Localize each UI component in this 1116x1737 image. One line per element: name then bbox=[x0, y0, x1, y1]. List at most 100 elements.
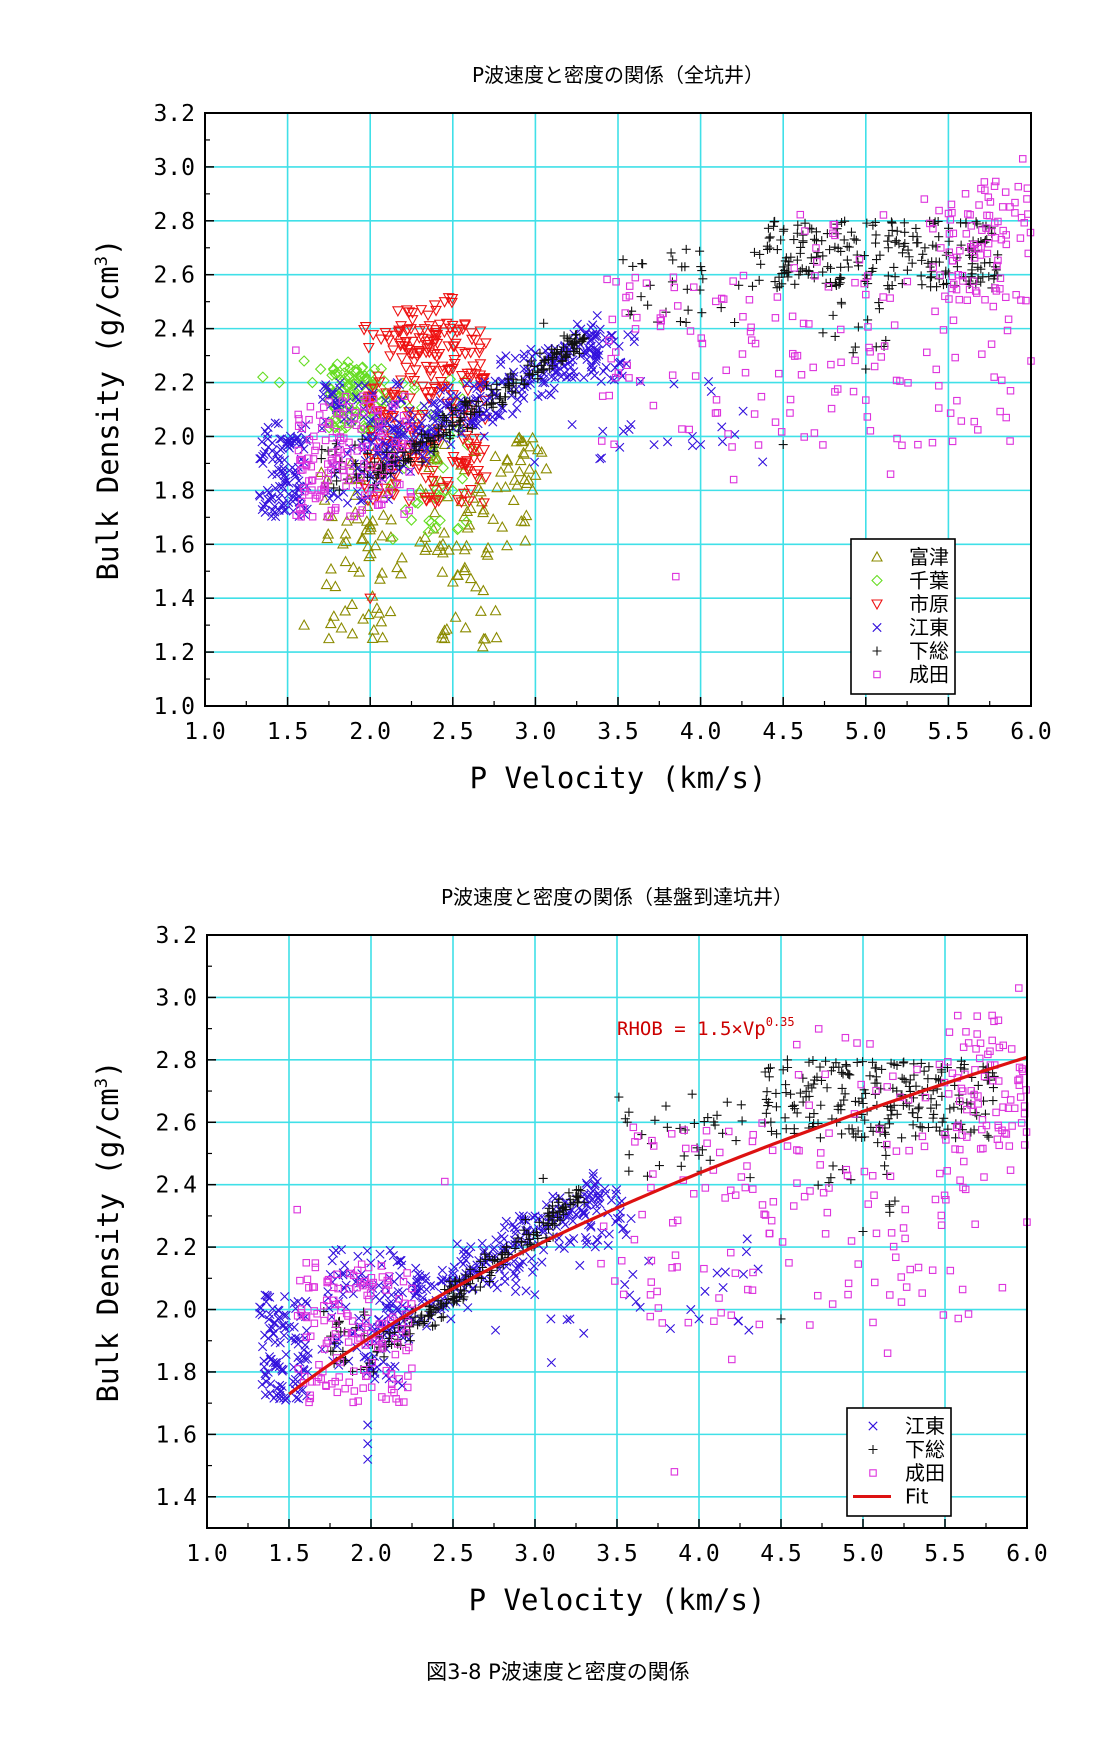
legend-marker-triangle-down bbox=[871, 599, 883, 611]
data-point-diamond bbox=[342, 381, 354, 394]
data-point-plus bbox=[818, 328, 828, 338]
data-point-square bbox=[717, 1308, 725, 1317]
data-point-x bbox=[527, 1254, 537, 1264]
data-point-triangle-up bbox=[496, 520, 509, 532]
data-point-x bbox=[279, 1393, 289, 1403]
data-point-diamond bbox=[430, 453, 442, 466]
data-point-square bbox=[898, 441, 906, 450]
data-point-square bbox=[697, 334, 705, 342]
data-point-plus bbox=[956, 218, 966, 228]
data-point-x bbox=[397, 1260, 407, 1270]
data-point-square bbox=[967, 245, 976, 253]
data-point-triangle-down bbox=[418, 492, 431, 504]
data-point-plus bbox=[923, 1074, 933, 1084]
data-point-square bbox=[346, 467, 355, 475]
data-point-square bbox=[920, 195, 929, 203]
data-point-square bbox=[987, 228, 996, 236]
data-point-triangle-up bbox=[438, 624, 451, 636]
data-point-square bbox=[952, 1123, 961, 1132]
data-point-triangle-down bbox=[419, 387, 432, 399]
data-point-plus bbox=[870, 1089, 880, 1099]
data-point-plus bbox=[988, 1096, 998, 1106]
data-point-x bbox=[288, 492, 298, 502]
data-point-square bbox=[821, 1230, 830, 1238]
data-point-square bbox=[983, 249, 992, 258]
data-point-x bbox=[427, 398, 437, 408]
data-point-plus bbox=[488, 398, 498, 408]
data-point-plus bbox=[800, 218, 810, 228]
data-point-triangle-down bbox=[400, 305, 413, 316]
data-point-square bbox=[870, 362, 879, 371]
data-point-square bbox=[672, 572, 680, 581]
data-point-square bbox=[937, 1211, 946, 1220]
data-point-square bbox=[312, 1378, 321, 1386]
data-point-diamond bbox=[399, 504, 412, 516]
data-point-square bbox=[607, 354, 615, 363]
data-point-plus bbox=[861, 364, 871, 374]
data-point-plus bbox=[765, 243, 775, 253]
data-point-plus bbox=[917, 1123, 927, 1133]
data-point-square bbox=[356, 1334, 364, 1342]
y-tick-label: 1.8 bbox=[155, 1360, 197, 1386]
data-point-square bbox=[969, 277, 978, 285]
data-point-square bbox=[906, 1265, 914, 1274]
data-point-x bbox=[580, 1211, 591, 1221]
data-point-plus bbox=[911, 223, 921, 233]
data-point-plus bbox=[574, 348, 584, 358]
data-point-plus bbox=[880, 1142, 890, 1152]
data-point-diamond bbox=[356, 362, 368, 374]
data-point-triangle-down bbox=[446, 320, 459, 332]
data-point-triangle-down bbox=[427, 337, 440, 348]
data-point-square bbox=[788, 312, 797, 321]
data-point-square bbox=[325, 398, 333, 406]
data-point-plus bbox=[813, 1180, 823, 1190]
data-point-square bbox=[313, 491, 321, 499]
data-point-x bbox=[418, 424, 428, 434]
data-point-x bbox=[341, 1280, 351, 1290]
data-point-plus bbox=[547, 361, 557, 371]
data-point-triangle-down bbox=[358, 480, 371, 492]
data-point-square bbox=[999, 1103, 1007, 1111]
data-point-square bbox=[899, 1224, 908, 1232]
data-point-square bbox=[931, 307, 939, 316]
data-point-square bbox=[813, 258, 821, 266]
data-point-square bbox=[788, 349, 797, 358]
data-point-square bbox=[331, 506, 339, 515]
data-point-plus bbox=[881, 1129, 891, 1139]
data-point-plus bbox=[934, 257, 944, 267]
data-point-square bbox=[654, 1304, 663, 1312]
data-point-plus bbox=[430, 440, 440, 450]
data-point-triangle-up bbox=[377, 509, 390, 520]
data-point-square bbox=[309, 455, 318, 463]
data-point-square bbox=[406, 488, 415, 496]
data-point-square bbox=[1023, 184, 1032, 192]
data-point-square bbox=[1006, 437, 1014, 445]
data-point-x bbox=[279, 470, 289, 480]
data-point-square bbox=[988, 1011, 996, 1020]
data-point-square bbox=[887, 1229, 896, 1237]
axis-ticks: 1.0 1.5 2.0 2.5 3.0 3.5 4.0 4.5 5.0 5.5 6.01.41.61… bbox=[155, 923, 1047, 1567]
data-point-triangle-down bbox=[368, 383, 380, 395]
data-point-square bbox=[375, 1335, 383, 1343]
data-point-square bbox=[357, 425, 365, 433]
legend-box bbox=[850, 538, 956, 695]
data-point-triangle-up bbox=[346, 598, 359, 609]
data-point-plus bbox=[697, 308, 707, 318]
data-point-x bbox=[268, 505, 278, 515]
data-point-x bbox=[717, 437, 728, 447]
data-point-x bbox=[738, 1269, 749, 1279]
data-point-diamond bbox=[327, 363, 340, 375]
data-point-plus bbox=[410, 1312, 420, 1322]
data-point-square bbox=[799, 319, 808, 328]
data-point-x bbox=[275, 445, 286, 455]
data-point-plus bbox=[881, 335, 891, 345]
data-point-x bbox=[590, 1179, 600, 1189]
data-point-triangle-up bbox=[446, 575, 459, 587]
data-point-plus bbox=[782, 1055, 792, 1065]
data-point-x bbox=[448, 1267, 458, 1277]
y-tick-label: 2.6 bbox=[153, 263, 195, 289]
data-point-triangle-down bbox=[446, 297, 458, 309]
data-point-triangle-down bbox=[386, 390, 399, 401]
data-point-plus bbox=[840, 1089, 850, 1099]
data-point-square bbox=[395, 1295, 403, 1303]
